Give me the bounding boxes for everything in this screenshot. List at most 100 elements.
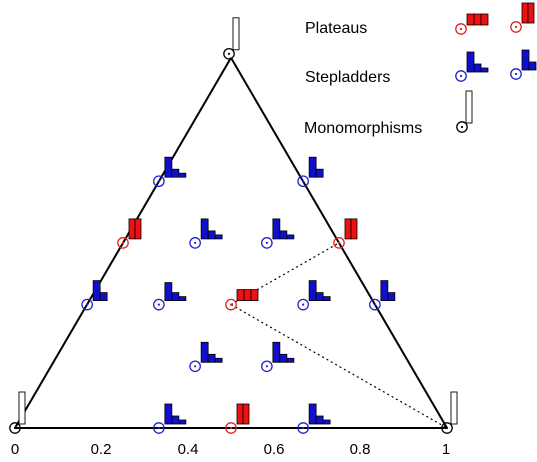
glyph-stepladder-1-bar-2	[171, 168, 180, 178]
glyph-stepladder-5-dot	[265, 241, 268, 244]
glyph-stepladder-mirror-11-circle	[369, 298, 381, 311]
glyph-stepladder-1-bar-1	[164, 156, 173, 178]
glyph-stepladder-1-bar-3	[178, 172, 187, 178]
glyph-stepladder-17-circle	[297, 422, 309, 434]
glyph-stepladder-17	[297, 403, 331, 434]
glyph-monomorphism-18-dot	[445, 426, 449, 430]
glyph-stepladder-12-circle	[189, 360, 201, 373]
legend-plateau-glyph-wide-bar-2	[473, 13, 482, 26]
x-tick-label-1: 1	[442, 441, 450, 458]
glyph-plateau-2-16	[225, 403, 250, 434]
legend: Plateaus Stepladders Monomorphisms	[304, 2, 537, 137]
glyph-stepladder-mirror-2-bar-1	[308, 156, 317, 178]
glyph-monomorphism-14-dot	[13, 426, 17, 430]
glyph-stepladder-mirror-2-bar-2	[315, 168, 324, 178]
glyph-stepladder-mirror-2-dot	[302, 180, 305, 183]
legend-monomorphism-glyph	[456, 90, 473, 133]
legend-plateau-glyph-wide-bar-1	[466, 13, 475, 26]
glyph-stepladder-13	[261, 341, 295, 373]
glyph-stepladder-5-bar-1	[272, 218, 281, 240]
legend-stepladder-glyph-a-bar-2	[473, 63, 482, 73]
glyph-stepladder-mirror-7	[81, 280, 108, 311]
glyphs-layer	[9, 17, 458, 434]
glyph-stepladder-1-dot	[157, 180, 160, 183]
glyph-stepladder-3-8-bar-2	[171, 292, 180, 302]
glyph-stepladder-4-bar-1	[200, 218, 209, 240]
glyph-plateau-3-9-dot	[229, 303, 233, 306]
glyph-stepladder-1	[153, 156, 187, 188]
glyph-monomorphism-0-circle	[223, 47, 235, 60]
glyph-monomorphism-14	[9, 391, 26, 434]
x-tick-label-0: 0	[11, 441, 19, 458]
glyph-stepladder-4-dot	[194, 241, 197, 244]
glyph-monomorphism-0	[223, 17, 240, 60]
glyph-stepladder-15-dot	[157, 426, 160, 430]
glyph-stepladder-10-dot	[302, 303, 305, 306]
glyph-stepladder-mirror-11-bar-2	[387, 292, 396, 302]
x-tick-label-0.2: 0.2	[91, 441, 112, 458]
glyph-stepladder-12-dot	[194, 365, 197, 368]
legend-stepladder-glyph-a-bar-1	[466, 51, 475, 73]
glyph-stepladder-17-bar-3	[322, 419, 331, 425]
glyph-stepladder-12-bar-3	[214, 357, 223, 363]
glyph-stepladder-4-circle	[189, 237, 201, 249]
glyph-stepladder-13-circle	[261, 360, 273, 373]
glyph-stepladder-10-bar-3	[322, 296, 331, 302]
legend-plateau-glyph-wide-dot	[459, 27, 463, 31]
glyph-plateau-2-6-bar-1	[344, 218, 352, 240]
glyph-plateau-2-6-dot	[337, 241, 341, 244]
glyph-plateau-2-3	[117, 218, 142, 249]
glyph-stepladder-5-bar-3	[286, 234, 295, 240]
glyph-plateau-3-9-bar-2	[243, 289, 252, 302]
glyph-plateau-3-9	[225, 289, 259, 311]
legend-stepladder-glyph-b	[510, 49, 537, 80]
x-tick-label-0.6: 0.6	[264, 441, 285, 458]
legend-stepladder-glyph-a-bar-3	[480, 67, 489, 73]
glyph-stepladder-10	[297, 280, 331, 311]
glyph-plateau-2-3-dot	[121, 241, 125, 244]
glyph-stepladder-15	[153, 403, 187, 434]
glyph-plateau-2-16-dot	[229, 426, 233, 430]
glyph-stepladder-3-8-bar-1	[164, 282, 173, 302]
dotted-link-1	[230, 304, 448, 429]
legend-plateau-glyph-wide-bar-3	[480, 13, 489, 26]
glyph-plateau-2-6-bar-2	[350, 218, 358, 240]
glyph-monomorphism-14-circle	[9, 422, 21, 434]
glyph-monomorphism-14-bar	[18, 391, 26, 425]
glyph-plateau-2-6	[333, 218, 358, 249]
legend-label-stepladders: Stepladders	[305, 69, 390, 86]
glyph-stepladder-5-circle	[261, 237, 273, 249]
glyph-stepladder-4-bar-2	[207, 230, 216, 240]
legend-monomorphism-glyph-circle	[456, 121, 468, 133]
glyph-stepladder-15-bar-1	[164, 403, 173, 425]
legend-label-monomorphisms: Monomorphisms	[304, 120, 422, 137]
glyph-monomorphism-18	[441, 391, 458, 434]
glyph-stepladder-13-bar-1	[272, 341, 281, 363]
legend-plateau-glyph-wide-circle	[455, 23, 467, 35]
legend-stepladder-glyph-b-bar-1	[521, 49, 530, 71]
glyph-stepladder-mirror-11-dot	[373, 303, 376, 306]
glyph-stepladder-4	[189, 218, 223, 249]
glyph-stepladder-mirror-11	[369, 280, 396, 311]
glyph-stepladder-13-bar-2	[279, 353, 288, 363]
glyph-stepladder-mirror-7-circle	[81, 298, 93, 311]
glyph-plateau-2-16-circle	[225, 422, 237, 434]
glyph-stepladder-4-bar-3	[214, 234, 223, 240]
glyph-stepladder-17-dot	[302, 426, 305, 430]
glyph-stepladder-1-circle	[153, 175, 165, 188]
legend-monomorphism-glyph-dot	[460, 125, 464, 129]
glyph-stepladder-12-bar-1	[200, 341, 209, 363]
glyph-stepladder-10-circle	[297, 298, 309, 311]
glyph-stepladder-mirror-11-bar-1	[380, 280, 389, 302]
glyph-stepladder-17-bar-2	[315, 415, 324, 425]
glyph-stepladder-17-bar-1	[308, 403, 317, 425]
glyph-monomorphism-0-dot	[227, 52, 231, 55]
legend-stepladder-glyph-a-circle	[455, 70, 467, 82]
glyph-plateau-2-6-circle	[333, 237, 345, 249]
glyph-plateau-2-16-bar-2	[242, 403, 250, 425]
glyph-stepladder-15-circle	[153, 422, 165, 434]
glyph-stepladder-mirror-7-bar-2	[99, 292, 108, 302]
glyph-plateau-3-9-bar-3	[250, 289, 259, 302]
glyph-stepladder-12-bar-2	[207, 353, 216, 363]
legend-stepladder-glyph-b-dot	[514, 72, 518, 76]
